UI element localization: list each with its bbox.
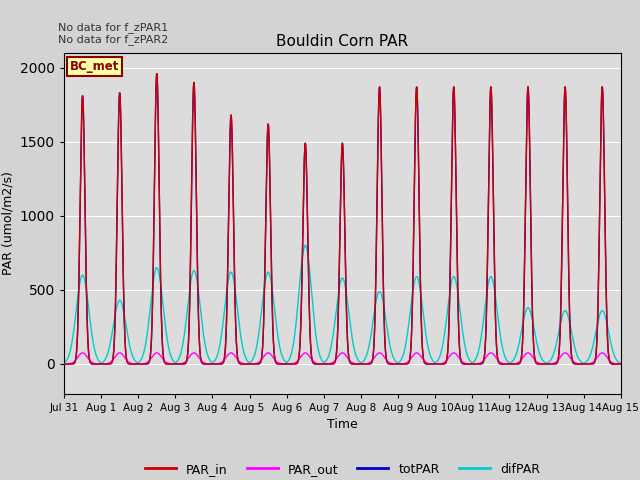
Text: No data for f_zPAR1: No data for f_zPAR1 [58, 22, 168, 33]
Y-axis label: PAR (umol/m2/s): PAR (umol/m2/s) [1, 171, 14, 275]
Text: No data for f_zPAR2: No data for f_zPAR2 [58, 34, 168, 45]
Text: BC_met: BC_met [70, 60, 119, 72]
X-axis label: Time: Time [327, 418, 358, 431]
Title: Bouldin Corn PAR: Bouldin Corn PAR [276, 34, 408, 49]
Legend: PAR_in, PAR_out, totPAR, difPAR: PAR_in, PAR_out, totPAR, difPAR [140, 458, 545, 480]
